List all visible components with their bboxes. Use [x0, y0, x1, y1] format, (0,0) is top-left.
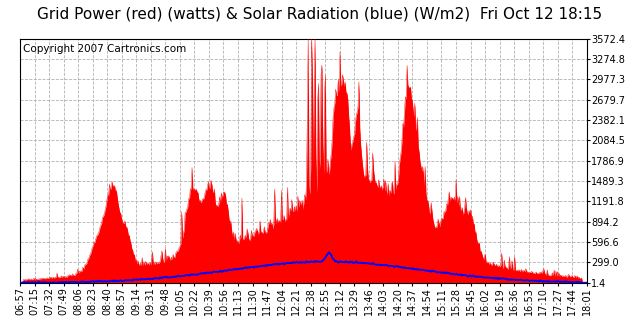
Text: Grid Power (red) (watts) & Solar Radiation (blue) (W/m2)  Fri Oct 12 18:15: Grid Power (red) (watts) & Solar Radiati…: [37, 7, 603, 21]
Text: Copyright 2007 Cartronics.com: Copyright 2007 Cartronics.com: [23, 44, 186, 54]
